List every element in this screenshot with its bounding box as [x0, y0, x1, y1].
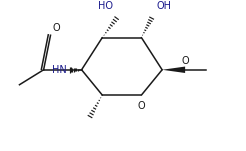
Polygon shape: [162, 67, 185, 73]
Text: O: O: [138, 101, 145, 111]
Text: O: O: [53, 23, 61, 33]
Text: O: O: [182, 56, 189, 66]
Text: OH: OH: [156, 1, 171, 11]
Text: HO: HO: [98, 1, 113, 11]
Text: HN: HN: [52, 65, 67, 75]
